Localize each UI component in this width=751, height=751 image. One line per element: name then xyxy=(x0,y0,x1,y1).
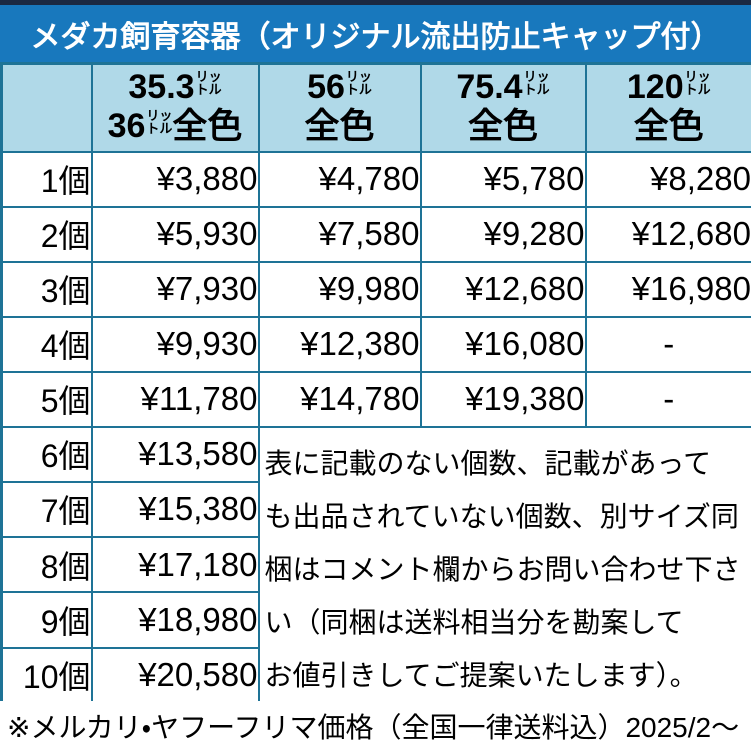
price-cell: ¥18,980 xyxy=(90,591,260,649)
page-title: メダカ飼育容器（オリジナル流出防止キャップ付） xyxy=(30,20,721,54)
liter-unit: リッ トル xyxy=(195,69,222,98)
price-cell: ¥19,380 xyxy=(419,370,587,428)
all-colors-label: 全色 xyxy=(304,107,375,147)
price-cell: ¥9,980 xyxy=(257,260,422,318)
footer-bar: ※メルカリ・ヤフーフリマ価格（全国一律送料込）2025/2～ xyxy=(0,701,751,751)
price-cell: ¥7,580 xyxy=(257,205,422,263)
qty-cell: 1個 xyxy=(0,150,93,208)
qty-cell: 3個 xyxy=(0,260,93,318)
price-cell: ¥14,780 xyxy=(257,370,422,428)
price-cell: ¥16,080 xyxy=(419,315,587,373)
table-row: 5個 ¥11,780 ¥14,780 ¥19,380 - xyxy=(0,370,751,428)
price-cell: ¥5,930 xyxy=(90,205,260,263)
liter-unit: リッ トル xyxy=(146,108,173,137)
header-empty-cell xyxy=(0,62,93,153)
price-cell: ¥17,180 xyxy=(90,536,260,594)
top-accent-bar xyxy=(0,0,751,5)
price-cell: ¥5,780 xyxy=(419,150,587,208)
header-col-75-4L: 75.4 リッ トル 全色 xyxy=(419,62,587,153)
all-colors-label: 全色 xyxy=(467,107,538,147)
qty-cell: 10個 xyxy=(0,646,93,701)
size-value-2: 36 xyxy=(107,107,146,146)
qty-cell: 6個 xyxy=(0,425,93,483)
price-table-wrap: 35.3 リッ トル 36 リッ トル 全色 56 xyxy=(0,62,751,701)
price-cell: ¥16,980 xyxy=(584,260,751,318)
price-cell: ¥8,280 xyxy=(584,150,751,208)
price-cell: ¥12,680 xyxy=(419,260,587,318)
all-colors-label: 全色 xyxy=(172,107,243,147)
size-value: 56 xyxy=(307,68,345,107)
liter-unit: リッ トル xyxy=(684,69,711,98)
qty-cell: 4個 xyxy=(0,315,93,373)
header-row: 35.3 リッ トル 36 リッ トル 全色 56 xyxy=(0,62,751,153)
price-cell: ¥11,780 xyxy=(90,370,260,428)
table-row: 1個 ¥3,880 ¥4,780 ¥5,780 ¥8,280 xyxy=(0,150,751,208)
price-cell: ¥20,580 xyxy=(90,646,260,701)
size-value: 120 xyxy=(626,68,684,107)
footer-note: ※メルカリ・ヤフーフリマ価格（全国一律送料込）2025/2～ xyxy=(7,712,740,743)
price-cell: ¥7,930 xyxy=(90,260,260,318)
note-cell: 表に記載のない個数、記載があって も出品されていない個数、別サイズ同 梱はコメン… xyxy=(257,425,751,701)
price-table: 35.3 リッ トル 36 リッ トル 全色 56 xyxy=(0,62,751,701)
size-value: 35.3 xyxy=(128,68,195,107)
table-row: 4個 ¥9,930 ¥12,380 ¥16,080 - xyxy=(0,315,751,373)
price-cell: ¥15,380 xyxy=(90,480,260,539)
qty-cell: 8個 xyxy=(0,536,93,594)
qty-cell: 9個 xyxy=(0,591,93,649)
liter-unit: リッ トル xyxy=(345,69,372,98)
title-bar: メダカ飼育容器（オリジナル流出防止キャップ付） xyxy=(0,5,751,62)
table-row: 6個 ¥13,580 表に記載のない個数、記載があって も出品されていない個数、… xyxy=(0,425,751,701)
liter-unit: リッ トル xyxy=(523,69,550,98)
price-cell: ¥13,580 xyxy=(90,425,260,483)
table-row: 2個 ¥5,930 ¥7,580 ¥9,280 ¥12,680 xyxy=(0,205,751,263)
price-cell: ¥12,680 xyxy=(584,205,751,263)
header-col-35-3L: 35.3 リッ トル 36 リッ トル 全色 xyxy=(90,62,260,153)
qty-cell: 5個 xyxy=(0,370,93,428)
note-text: 表に記載のない個数、記載があって も出品されていない個数、別サイズ同 梱はコメン… xyxy=(264,447,741,691)
price-cell-unavailable: - xyxy=(584,315,751,373)
price-cell-unavailable: - xyxy=(584,370,751,428)
table-row: 3個 ¥7,930 ¥9,980 ¥12,680 ¥16,980 xyxy=(0,260,751,318)
price-cell: ¥3,880 xyxy=(90,150,260,208)
header-col-56L: 56 リッ トル 全色 xyxy=(257,62,422,153)
price-cell: ¥9,280 xyxy=(419,205,587,263)
qty-cell: 7個 xyxy=(0,480,93,539)
price-cell: ¥4,780 xyxy=(257,150,422,208)
all-colors-label: 全色 xyxy=(633,107,704,147)
price-cell: ¥12,380 xyxy=(257,315,422,373)
qty-cell: 2個 xyxy=(0,205,93,263)
size-value: 75.4 xyxy=(456,68,523,107)
price-cell: ¥9,930 xyxy=(90,315,260,373)
header-col-120L: 120 リッ トル 全色 xyxy=(584,62,751,153)
